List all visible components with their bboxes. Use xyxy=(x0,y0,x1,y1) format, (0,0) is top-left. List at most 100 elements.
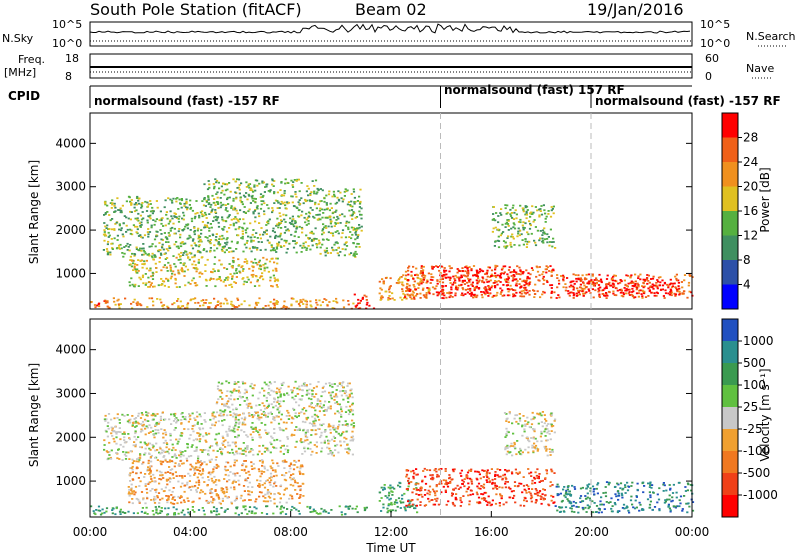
data-cell-0-9-107 xyxy=(441,286,444,289)
data-cell-1-3-669 xyxy=(243,469,246,472)
data-cell-0-11-124 xyxy=(642,290,645,293)
data-cell-1-3-159 xyxy=(225,461,228,464)
data-cell-0-4-171 xyxy=(315,238,318,240)
data-cell-1-3-687 xyxy=(270,467,273,470)
data-cell-1-3-699 xyxy=(135,460,138,463)
data-cell-0-12-193 xyxy=(648,289,651,292)
data-cell-1-3-634 xyxy=(275,485,278,487)
data-cell-0-9-184 xyxy=(443,271,446,273)
data-cell-1-3-264 xyxy=(247,470,250,473)
data-cell-0-8-43 xyxy=(422,276,425,279)
data-cell-1-2-69 xyxy=(334,402,337,404)
data-cell-1-2-411 xyxy=(327,442,330,445)
data-cell-0-5-298 xyxy=(204,270,207,272)
data-cell-1-5-88 xyxy=(529,492,532,495)
data-cell-0-3-134 xyxy=(191,239,195,242)
data-cell-1-2-174 xyxy=(237,447,241,450)
data-cell-1-2-597 xyxy=(235,413,238,416)
data-cell-1-0-117 xyxy=(244,505,247,508)
data-cell-0-7-47 xyxy=(381,296,384,299)
data-cell-0-3-338 xyxy=(168,220,172,223)
data-cell-1-2-648 xyxy=(225,395,228,397)
data-cell-1-3-403 xyxy=(144,483,147,485)
data-cell-0-8-210 xyxy=(477,277,480,279)
data-cell-1-1-502 xyxy=(193,417,196,420)
data-cell-1-2-645 xyxy=(262,444,265,447)
data-cell-0-4-448 xyxy=(262,181,265,184)
data-cell-1-2-219 xyxy=(301,395,304,397)
data-cell-0-10-213 xyxy=(532,211,535,214)
data-cell-0-8-385 xyxy=(420,267,423,269)
data-cell-0-1-225 xyxy=(137,302,140,305)
data-cell-0-8-230 xyxy=(429,282,432,284)
data-cell-0-6-103 xyxy=(319,252,322,255)
data-cell-1-2-336 xyxy=(324,382,328,385)
data-cell-1-1-500 xyxy=(193,450,196,452)
data-cell-0-9-115 xyxy=(476,270,479,272)
data-cell-0-12-103 xyxy=(645,278,648,281)
data-cell-0-12-75 xyxy=(653,294,656,297)
data-cell-1-1-163 xyxy=(159,452,162,455)
data-cell-0-3-502 xyxy=(129,200,132,203)
data-cell-1-3-77 xyxy=(173,495,176,498)
data-cell-1-3-118 xyxy=(189,474,192,477)
data-cell-1-3-122 xyxy=(176,502,179,505)
data-cell-1-3-383 xyxy=(156,496,159,499)
data-cell-1-3-494 xyxy=(183,501,186,503)
data-cell-0-4-785 xyxy=(223,245,226,248)
data-cell-0-3-378 xyxy=(160,233,163,235)
data-cell-0-1-261 xyxy=(305,303,308,306)
data-cell-0-5-432 xyxy=(255,275,258,278)
data-cell-0-11-116 xyxy=(646,277,649,279)
data-cell-0-8-250 xyxy=(406,293,409,296)
data-cell-0-8-350 xyxy=(460,283,463,286)
data-cell-0-11-167 xyxy=(597,280,600,282)
data-cell-0-3-477 xyxy=(153,254,156,256)
data-cell-0-9-185 xyxy=(468,293,471,295)
data-cell-0-4-828 xyxy=(248,186,251,189)
data-cell-0-6-136 xyxy=(356,242,359,245)
data-cell-0-3-589 xyxy=(115,221,118,224)
data-cell-1-1-221 xyxy=(125,451,128,454)
data-cell-0-6-270 xyxy=(315,207,318,210)
data-cell-1-2-897 xyxy=(281,384,284,386)
data-cell-0-8-410 xyxy=(519,295,522,298)
data-cell-0-4-776 xyxy=(259,207,263,210)
data-cell-0-1-28 xyxy=(194,297,197,300)
data-cell-0-5-355 xyxy=(237,258,240,261)
data-cell-0-6-67 xyxy=(323,200,326,203)
data-cell-1-4-78 xyxy=(409,505,413,508)
data-cell-1-3-578 xyxy=(243,490,246,492)
data-cell-0-4-192 xyxy=(301,247,304,249)
data-cell-0-0-2 xyxy=(106,305,109,308)
data-cell-1-2-883 xyxy=(318,410,321,413)
data-cell-0-4-597 xyxy=(260,227,263,229)
data-cell-0-7-0 xyxy=(411,290,414,293)
data-cell-0-5-29 xyxy=(180,267,183,270)
data-cell-0-3-472 xyxy=(165,237,169,240)
data-cell-0-5-150 xyxy=(137,285,140,287)
data-cell-1-3-742 xyxy=(216,464,219,467)
data-cell-0-4-595 xyxy=(279,222,282,224)
data-cell-0-10-219 xyxy=(540,213,544,216)
data-cell-1-2-714 xyxy=(348,382,351,385)
data-cell-0-4-108 xyxy=(277,226,280,229)
data-cell-0-10-202 xyxy=(546,233,549,236)
data-cell-1-3-279 xyxy=(292,468,296,471)
data-cell-1-4-19 xyxy=(380,510,383,512)
data-cell-1-1-499 xyxy=(159,447,162,450)
data-cell-0-3-595 xyxy=(142,249,145,252)
data-cell-1-3-411 xyxy=(289,476,292,479)
data-cell-0-8-280 xyxy=(491,296,494,298)
data-cell-0-6-167 xyxy=(323,249,326,252)
data-cell-0-11-150 xyxy=(583,287,586,290)
data-cell-0-3-267 xyxy=(176,197,179,199)
data-cell-0-10-211 xyxy=(507,225,510,227)
data-cell-1-2-910 xyxy=(244,388,247,391)
data-cell-0-6-262 xyxy=(360,207,363,210)
data-cell-1-2-636 xyxy=(231,403,234,406)
data-cell-1-2-733 xyxy=(226,451,229,454)
data-cell-0-1-120 xyxy=(219,302,223,305)
data-cell-0-12-44 xyxy=(604,295,607,297)
data-cell-0-3-530 xyxy=(198,251,201,253)
